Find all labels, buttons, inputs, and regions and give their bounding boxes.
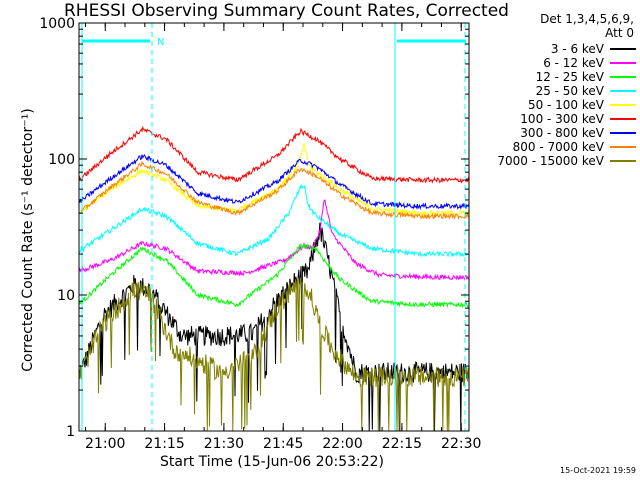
legend-item-label: 100 - 300 keV — [520, 112, 604, 126]
x-tick-label: 21:15 — [144, 436, 184, 452]
legend-item-label: 50 - 100 keV — [527, 98, 604, 112]
legend-swatch — [610, 146, 636, 148]
legend-item-label: 12 - 25 keV — [535, 70, 604, 84]
series-layer — [78, 125, 470, 432]
series-line-300-800- — [78, 154, 470, 211]
legend-swatch — [610, 118, 636, 120]
series-line-3-6- — [78, 222, 470, 432]
legend-item-label: 300 - 800 keV — [520, 126, 604, 140]
generation-timestamp: 15-Oct-2021 19:59 — [560, 466, 636, 475]
y-tick-label: 100 — [48, 152, 75, 168]
legend-item: 100 - 300 keV — [497, 112, 636, 126]
legend-item: 300 - 800 keV — [497, 126, 636, 140]
legend-swatch — [610, 132, 636, 134]
y-tick-label: 1000 — [39, 16, 75, 32]
overlay-layer: N — [81, 23, 466, 431]
legend-header-line-1: Det 1,3,4,5,6,9, — [540, 12, 634, 26]
legend-item-label: 6 - 12 keV — [543, 56, 604, 70]
plot-frame — [78, 22, 470, 432]
axis-layer: 21:00 21:15 21:30 21:45 22:00 22:15 22:30 1 10 10… — [39, 16, 481, 452]
x-tick-label: 22:30 — [441, 436, 481, 452]
legend-item: 6 - 12 keV — [497, 56, 636, 70]
legend-item: 12 - 25 keV — [497, 70, 636, 84]
series-line-12-25- — [78, 243, 470, 309]
top-bar-label: N — [157, 37, 164, 48]
legend-swatch — [610, 104, 636, 106]
series-line-800-7000- — [78, 160, 470, 220]
x-axis-label: Start Time (15-Jun-06 20:53:22) — [160, 454, 384, 470]
legend-item-label: 3 - 6 keV — [550, 42, 604, 56]
x-tick-label: 21:00 — [85, 436, 125, 452]
legend-swatch — [610, 48, 636, 50]
legend-swatch — [610, 62, 636, 64]
y-tick-label: 10 — [57, 288, 75, 304]
legend-item: 3 - 6 keV — [497, 42, 636, 56]
legend-swatch — [610, 160, 636, 162]
legend-item-label: 25 - 50 keV — [535, 84, 604, 98]
series-line-25-50- — [78, 183, 470, 258]
x-tick-label: 21:45 — [263, 436, 303, 452]
legend-item: 800 - 7000 keV — [497, 140, 636, 154]
legend-item: 50 - 100 keV — [497, 98, 636, 112]
legend-header-line-2: Att 0 — [605, 26, 634, 40]
x-tick-label: 21:30 — [204, 436, 244, 452]
legend-item: 7000 - 15000 keV — [497, 154, 636, 168]
legend: 3 - 6 keV 6 - 12 keV 12 - 25 keV 25 - 50 ke… — [497, 42, 636, 168]
legend-item: 25 - 50 keV — [497, 84, 636, 98]
legend-swatch — [610, 76, 636, 78]
series-line-50-100- — [78, 143, 470, 217]
legend-item-label: 800 - 7000 keV — [512, 140, 604, 154]
series-line-6-12- — [78, 199, 470, 281]
x-tick-label: 22:15 — [382, 436, 422, 452]
legend-item-label: 7000 - 15000 keV — [497, 154, 604, 168]
series-line-7000-15000- — [78, 277, 470, 432]
legend-swatch — [610, 90, 636, 92]
y-tick-label: 1 — [66, 424, 75, 440]
series-line-100-300- — [78, 125, 470, 184]
x-tick-label: 22:00 — [322, 436, 362, 452]
chart-title: RHESSI Observing Summary Count Rates, Co… — [64, 1, 509, 21]
y-axis-label: Corrected Count Rate (s⁻¹ detector⁻¹) — [20, 108, 36, 372]
